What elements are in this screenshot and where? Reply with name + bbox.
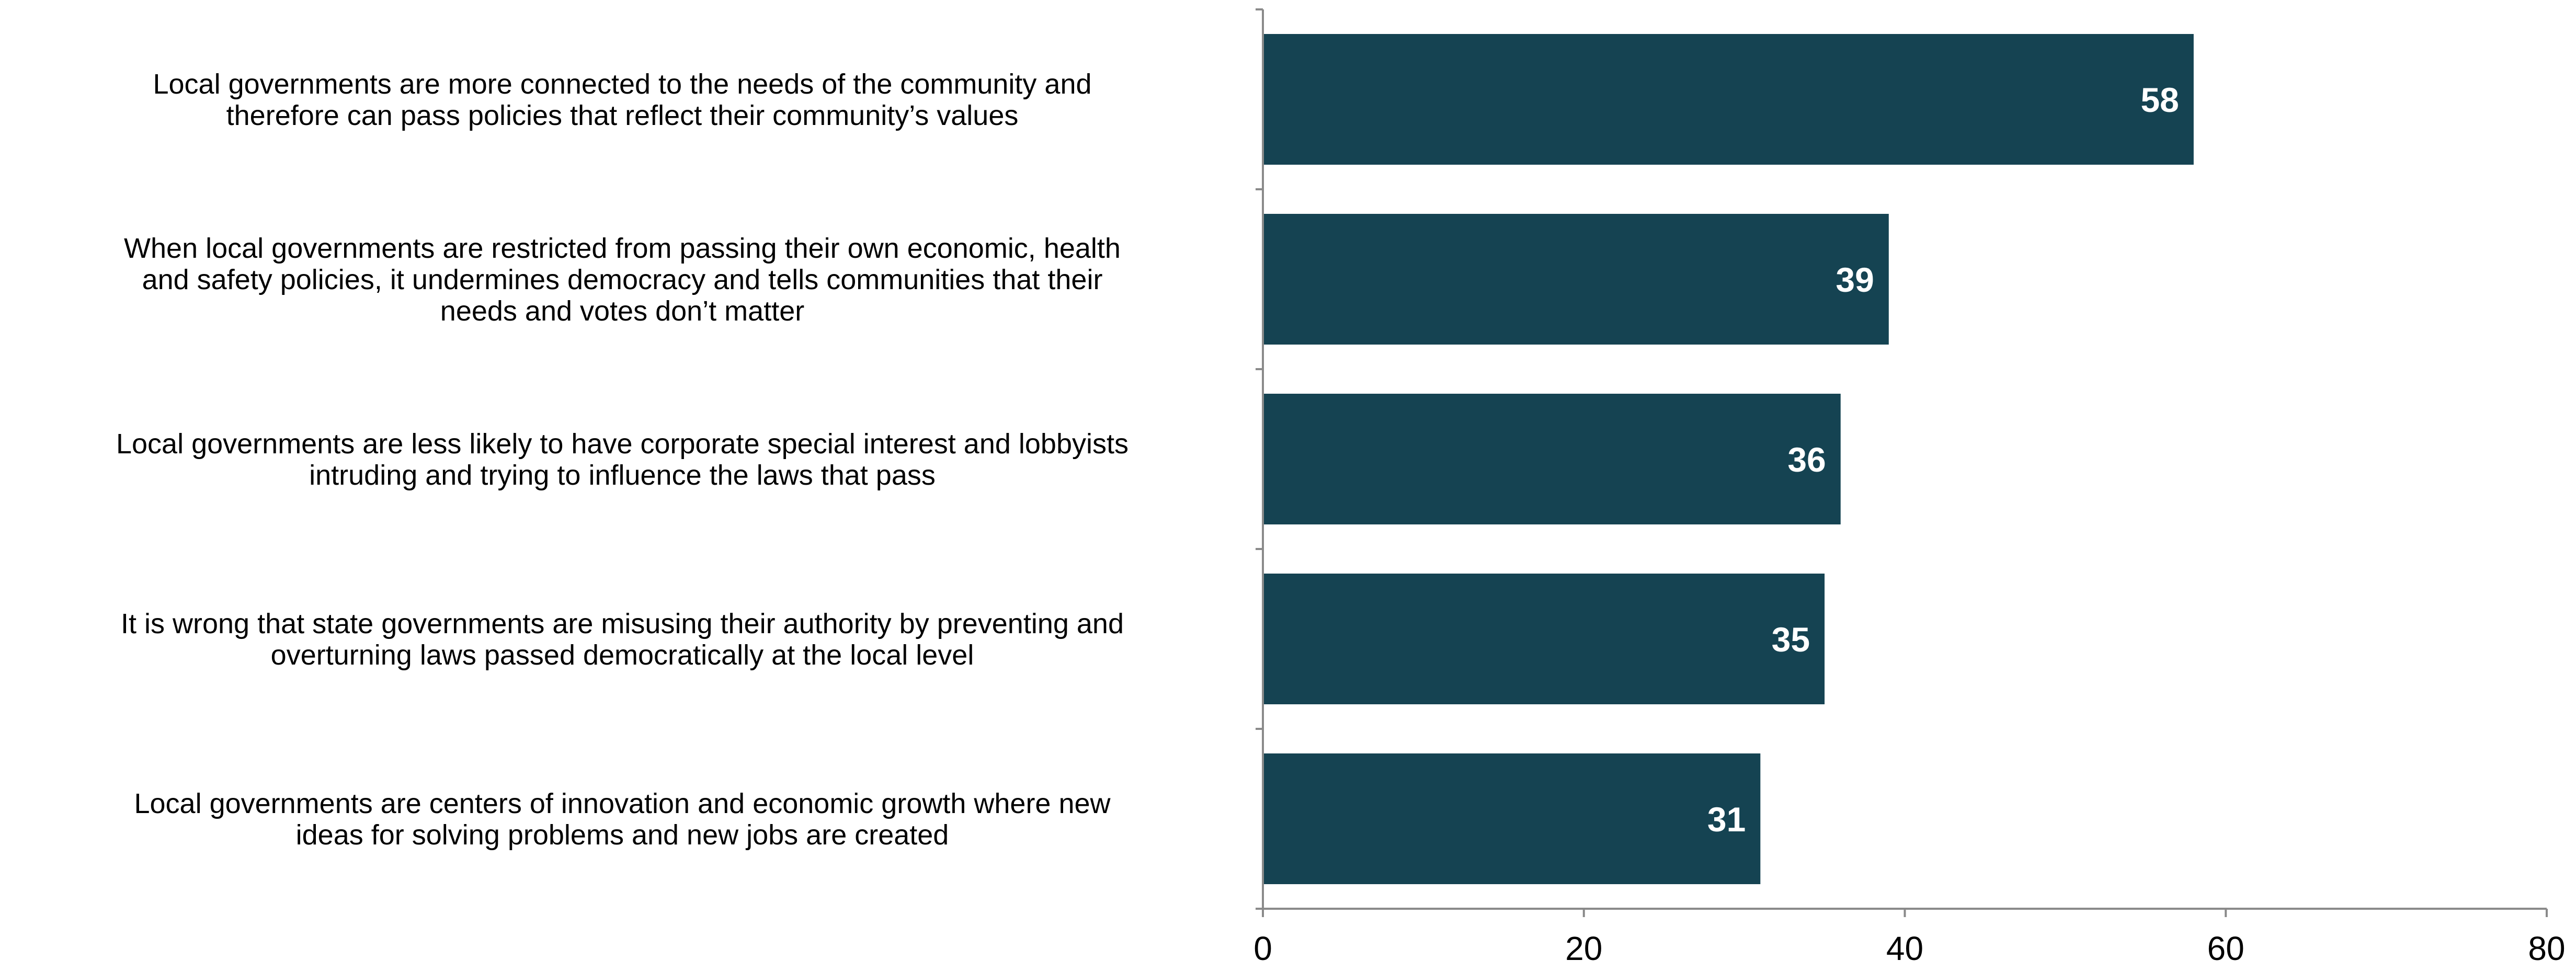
x-tick-label: 60 bbox=[2207, 930, 2244, 967]
bar bbox=[1263, 214, 1889, 345]
category-label-line: and safety policies, it undermines democ… bbox=[142, 264, 1103, 295]
category-label-line: ideas for solving problems and new jobs … bbox=[296, 819, 949, 851]
bar bbox=[1263, 34, 2194, 165]
category-label-line: It is wrong that state governments are m… bbox=[121, 608, 1124, 639]
category-label: Local governments are centers of innovat… bbox=[134, 788, 1111, 851]
category-label: It is wrong that state governments are m… bbox=[121, 608, 1124, 671]
category-label-line: Local governments are less likely to hav… bbox=[116, 428, 1129, 460]
category-label-line: needs and votes don’t matter bbox=[440, 295, 804, 327]
x-tick-label: 20 bbox=[1565, 930, 1602, 967]
category-label-line: Local governments are more connected to … bbox=[153, 68, 1091, 100]
data-label: 39 bbox=[1836, 260, 1874, 299]
data-label: 58 bbox=[2140, 81, 2179, 119]
data-label: 31 bbox=[1707, 800, 1746, 839]
data-label: 35 bbox=[1772, 620, 1810, 659]
x-tick-label: 40 bbox=[1886, 930, 1923, 967]
category-label-line: therefore can pass policies that reflect… bbox=[226, 100, 1019, 131]
category-label-line: When local governments are restricted fr… bbox=[124, 233, 1121, 264]
category-label-line: intruding and trying to influence the la… bbox=[309, 460, 936, 491]
x-tick-label: 0 bbox=[1253, 930, 1272, 967]
category-label-line: Local governments are centers of innovat… bbox=[134, 788, 1111, 819]
bar bbox=[1263, 753, 1761, 884]
category-label: When local governments are restricted fr… bbox=[124, 233, 1121, 327]
bar bbox=[1263, 574, 1825, 704]
data-label: 36 bbox=[1787, 440, 1826, 479]
x-tick-label: 80 bbox=[2528, 930, 2565, 967]
category-label: Local governments are less likely to hav… bbox=[116, 428, 1129, 491]
category-label-line: overturning laws passed democratically a… bbox=[271, 639, 974, 671]
bar bbox=[1263, 394, 1841, 524]
category-label: Local governments are more connected to … bbox=[153, 68, 1091, 131]
